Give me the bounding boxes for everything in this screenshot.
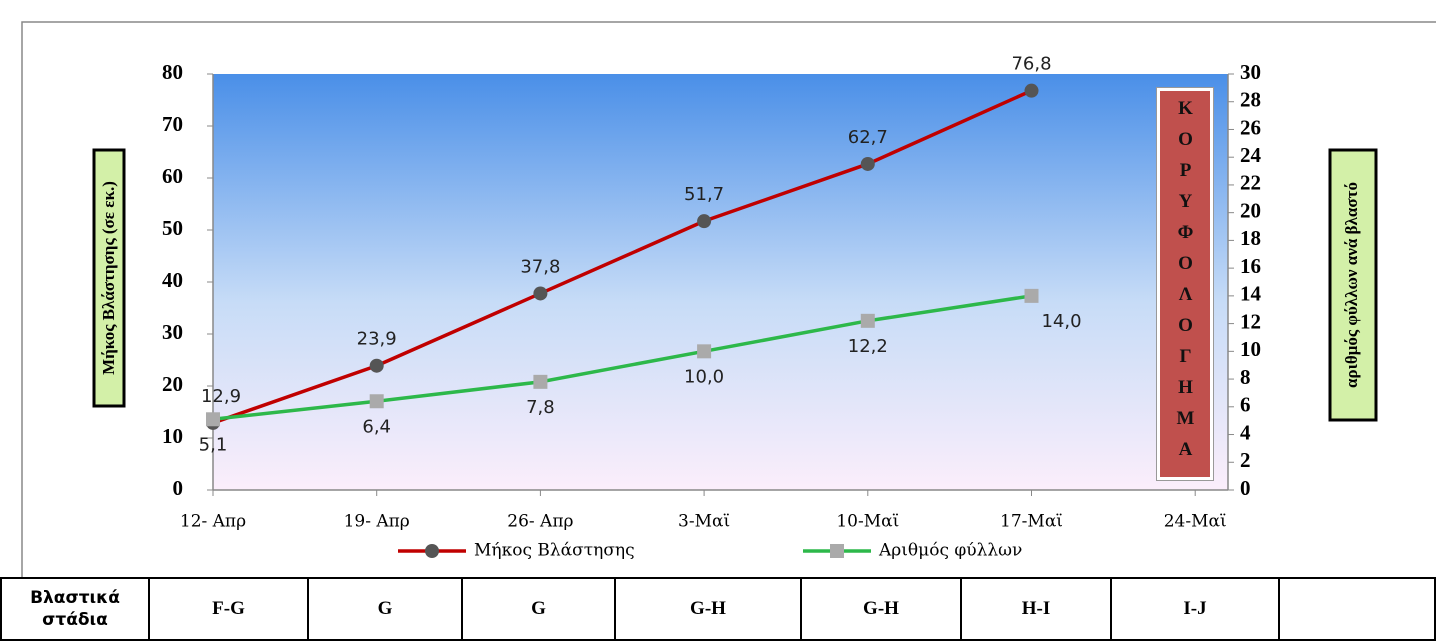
y-axis-label: Μήκος Βλάστησης (σε εκ.) — [99, 181, 118, 375]
table-cell: G — [461, 577, 616, 641]
point — [830, 544, 844, 558]
data-label: 12,2 — [848, 336, 888, 357]
point — [425, 544, 439, 558]
x-tick-label: 10-Μαϊ — [836, 512, 899, 532]
y-label-box — [92, 148, 126, 408]
y2-tick-label: 12 — [1240, 309, 1261, 333]
x-tick-label: 3-Μαϊ — [678, 512, 730, 532]
y2-tick-label: 6 — [1240, 393, 1251, 417]
table-cell: F-G — [148, 577, 309, 641]
series-line — [212, 294, 1032, 422]
y2-tick-label: 4 — [1240, 420, 1251, 444]
x-tick-label: 26- Απρ — [507, 512, 573, 532]
data-label: 37,8 — [520, 256, 560, 277]
x-tick-label: 17-Μαϊ — [1000, 512, 1063, 532]
table-row: Βλαστικά στάδια F-G G G G-H G-H H-I I-J — [0, 577, 1436, 641]
plot-area — [213, 74, 1228, 490]
data-label: 5,1 — [199, 434, 228, 455]
y2-tick-label: 18 — [1240, 226, 1261, 250]
chart: Μήκος Βλάστησης (σε εκ.) αριθμός φύλλων … — [21, 21, 1436, 583]
point — [1024, 288, 1039, 303]
y2-tick-label: 26 — [1240, 115, 1261, 139]
y-tick-label: 0 — [173, 476, 184, 500]
table-cell: I-J — [1110, 577, 1280, 641]
table-cell: G — [307, 577, 463, 641]
data-label: 23,9 — [357, 329, 397, 350]
y2-tick-label: 14 — [1240, 282, 1262, 306]
x-tick-label: 19- Απρ — [344, 512, 410, 532]
point — [206, 412, 220, 427]
y-tick-label: 20 — [162, 372, 183, 396]
y2-tick-label: 10 — [1240, 337, 1261, 361]
point — [697, 344, 712, 359]
annotation-box: ΚΟΡΥΦΟΛΟΓΗΜΑ — [1156, 87, 1214, 481]
point — [697, 214, 712, 229]
y2-tick-label: 28 — [1240, 88, 1261, 112]
y-tick-label: 80 — [162, 60, 183, 84]
data-label: 7,8 — [526, 397, 555, 418]
data-label: 62,7 — [848, 127, 888, 148]
data-label: 6,4 — [362, 416, 391, 437]
y2-tick-label: 20 — [1240, 198, 1261, 222]
point — [860, 156, 875, 171]
y2-tick-label: 2 — [1240, 448, 1251, 472]
table-cell-empty — [1278, 577, 1436, 641]
y-tick-label: 30 — [162, 320, 183, 344]
point — [533, 286, 548, 301]
point — [369, 358, 384, 373]
y2-tick-label: 8 — [1240, 365, 1251, 389]
legend-label: Αριθμός φύλλων — [878, 541, 1022, 561]
x-tick-label: 12- Απρ — [180, 512, 246, 532]
data-label: 14,0 — [1041, 311, 1081, 332]
stage-table: Βλαστικά στάδια F-G G G G-H G-H H-I I-J — [0, 577, 1436, 641]
data-label: 51,7 — [684, 184, 724, 205]
point — [860, 313, 875, 328]
legend-label: Μήκος Βλάστησης — [474, 541, 635, 561]
y2-tick-label: 22 — [1240, 171, 1261, 195]
series-line — [212, 89, 1033, 425]
point — [533, 374, 548, 389]
y2-tick-label: 24 — [1240, 143, 1262, 167]
point — [1024, 83, 1039, 98]
y2-tick-label: 0 — [1240, 476, 1251, 500]
data-label: 12,9 — [201, 386, 241, 407]
table-cell: H-I — [960, 577, 1112, 641]
table-cell: G-H — [614, 577, 802, 641]
y-tick-label: 60 — [162, 164, 183, 188]
y2-tick-label: 30 — [1240, 60, 1261, 84]
data-label: 10,0 — [684, 366, 724, 387]
y-tick-label: 40 — [162, 268, 183, 292]
y2-axis-label: αριθμός φύλλων ανά βλαστό — [1342, 182, 1361, 388]
table-cell: G-H — [800, 577, 962, 641]
y2-tick-label: 16 — [1240, 254, 1261, 278]
y-tick-label: 70 — [162, 112, 183, 136]
y-tick-label: 10 — [162, 424, 183, 448]
table-cell: Βλαστικά στάδια — [0, 577, 150, 641]
y-tick-label: 50 — [162, 216, 183, 240]
x-tick-label: 24-Μαϊ — [1164, 512, 1227, 532]
annotation: ΚΟΡΥΦΟΛΟΓΗΜΑ — [1175, 98, 1196, 470]
data-label: 76,8 — [1011, 54, 1051, 75]
point — [369, 394, 384, 409]
y2-label-box — [1328, 148, 1378, 422]
